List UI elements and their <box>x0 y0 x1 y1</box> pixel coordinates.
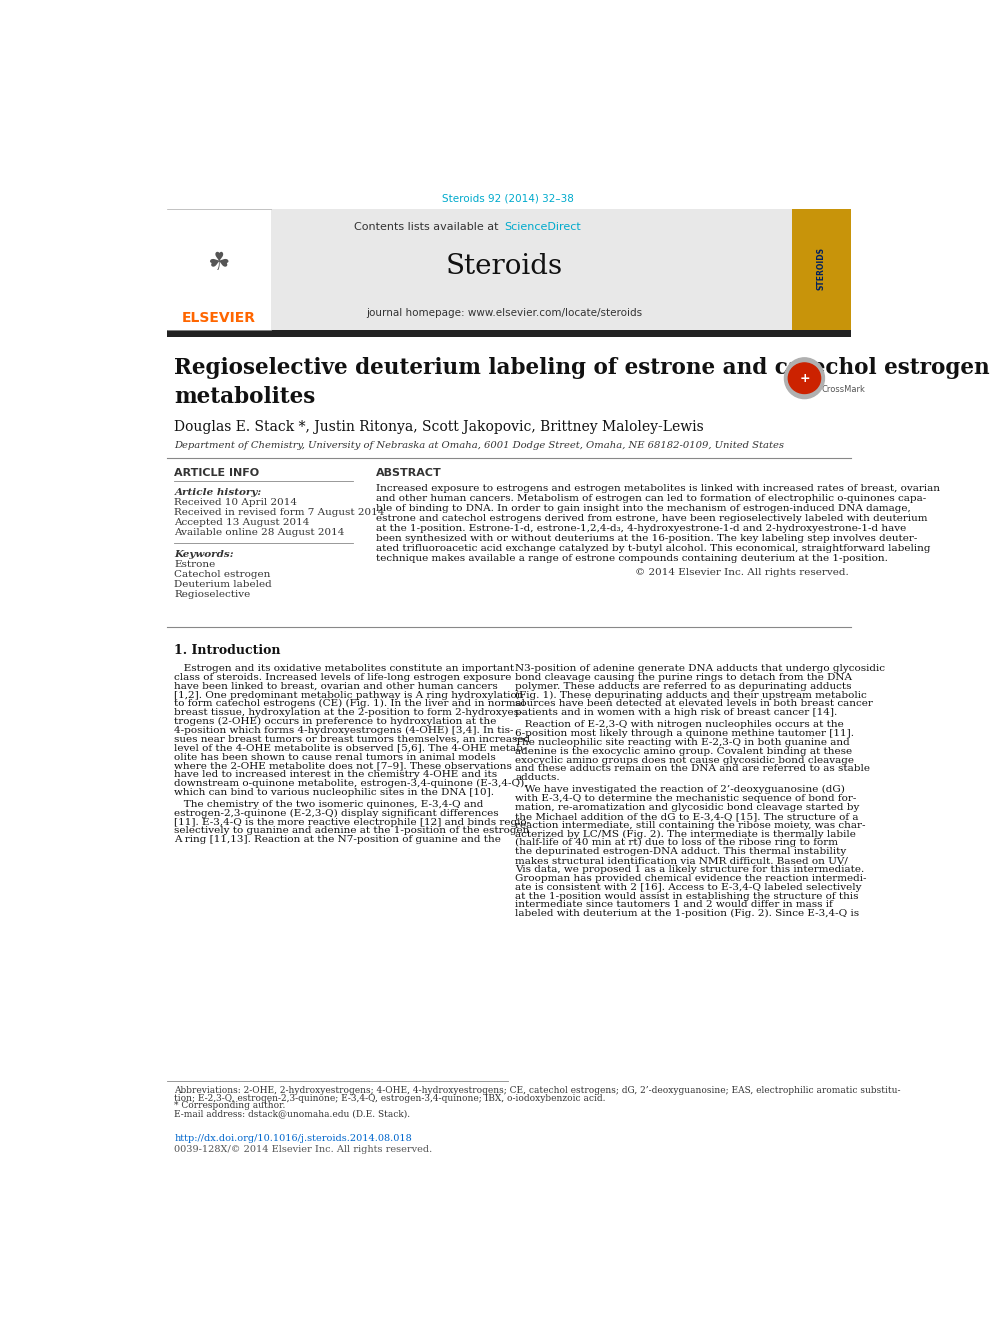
Text: exocyclic amino groups does not cause glycosidic bond cleavage: exocyclic amino groups does not cause gl… <box>516 755 854 765</box>
Text: Douglas E. Stack *, Justin Ritonya, Scott Jakopovic, Brittney Maloley-Lewis: Douglas E. Stack *, Justin Ritonya, Scot… <box>175 419 704 434</box>
Text: patients and in women with a high risk of breast cancer [14].: patients and in women with a high risk o… <box>516 708 837 717</box>
Text: N3-position of adenine generate DNA adducts that undergo glycosidic: N3-position of adenine generate DNA addu… <box>516 664 886 673</box>
Text: ScienceDirect: ScienceDirect <box>504 221 580 232</box>
Text: polymer. These adducts are referred to as depurinating adducts: polymer. These adducts are referred to a… <box>516 681 852 691</box>
Text: Accepted 13 August 2014: Accepted 13 August 2014 <box>175 519 310 528</box>
Text: Received in revised form 7 August 2014: Received in revised form 7 August 2014 <box>175 508 385 517</box>
Text: 0039-128X/© 2014 Elsevier Inc. All rights reserved.: 0039-128X/© 2014 Elsevier Inc. All right… <box>175 1146 433 1154</box>
FancyBboxPatch shape <box>167 329 851 337</box>
Text: [1,2]. One predominant metabolic pathway is A ring hydroxylation: [1,2]. One predominant metabolic pathway… <box>175 691 524 700</box>
Text: Department of Chemistry, University of Nebraska at Omaha, 6001 Dodge Street, Oma: Department of Chemistry, University of N… <box>175 441 785 450</box>
Text: with E-3,4-Q to determine the mechanistic sequence of bond for-: with E-3,4-Q to determine the mechanisti… <box>516 794 857 803</box>
Text: at the 1-position. Estrone-1-d, estrone-1,2,4-d₃, 4-hydroxyestrone-1-d and 2-hyd: at the 1-position. Estrone-1-d, estrone-… <box>376 524 906 533</box>
Ellipse shape <box>789 363 820 393</box>
FancyBboxPatch shape <box>167 209 271 329</box>
Text: ated trifluoroacetic acid exchange catalyzed by t-butyl alcohol. This economical: ated trifluoroacetic acid exchange catal… <box>376 544 930 553</box>
Text: 6-position most likely through a quinone methine tautomer [11].: 6-position most likely through a quinone… <box>516 729 854 738</box>
Text: The nucleophilic site reacting with E-2,3-Q in both guanine and: The nucleophilic site reacting with E-2,… <box>516 738 850 747</box>
Text: trogens (2-OHE) occurs in preference to hydroxylation at the: trogens (2-OHE) occurs in preference to … <box>175 717 497 726</box>
Text: ARTICLE INFO: ARTICLE INFO <box>175 468 260 478</box>
Text: been synthesized with or without deuteriums at the 16-position. The key labeling: been synthesized with or without deuteri… <box>376 534 918 542</box>
Text: 4-position which forms 4-hydroxyestrogens (4-OHE) [3,4]. In tis-: 4-position which forms 4-hydroxyestrogen… <box>175 726 514 736</box>
Text: ate is consistent with 2 [16]. Access to E-3,4-Q labeled selectively: ate is consistent with 2 [16]. Access to… <box>516 882 862 892</box>
Text: estrone and catechol estrogens derived from estrone, have been regioselectively : estrone and catechol estrogens derived f… <box>376 513 928 523</box>
Text: Groopman has provided chemical evidence the reaction intermedi-: Groopman has provided chemical evidence … <box>516 873 867 882</box>
Text: olite has been shown to cause renal tumors in animal models: olite has been shown to cause renal tumo… <box>175 753 496 762</box>
Text: bond cleavage causing the purine rings to detach from the DNA: bond cleavage causing the purine rings t… <box>516 673 852 681</box>
Ellipse shape <box>785 357 824 398</box>
Text: labeled with deuterium at the 1-position (Fig. 2). Since E-3,4-Q is: labeled with deuterium at the 1-position… <box>516 909 859 918</box>
Text: Catechol estrogen: Catechol estrogen <box>175 570 271 579</box>
Text: (half-life of 40 min at rt) due to loss of the ribose ring to form: (half-life of 40 min at rt) due to loss … <box>516 839 838 848</box>
Text: STEROIDS: STEROIDS <box>817 247 826 290</box>
Text: intermediate since tautomers 1 and 2 would differ in mass if: intermediate since tautomers 1 and 2 wou… <box>516 901 833 909</box>
Text: Article history:: Article history: <box>175 488 262 496</box>
Text: makes structural identification via NMR difficult. Based on UV/: makes structural identification via NMR … <box>516 856 848 865</box>
FancyBboxPatch shape <box>167 209 792 329</box>
Text: * Corresponding author.: * Corresponding author. <box>175 1101 286 1110</box>
Text: technique makes available a range of estrone compounds containing deuterium at t: technique makes available a range of est… <box>376 554 888 562</box>
Text: Keywords:: Keywords: <box>175 550 234 560</box>
Text: Estrone: Estrone <box>175 560 215 569</box>
Text: the depurinated estrogen-DNA adduct. This thermal instability: the depurinated estrogen-DNA adduct. Thi… <box>516 847 846 856</box>
Text: Reaction of E-2,3-Q with nitrogen nucleophiles occurs at the: Reaction of E-2,3-Q with nitrogen nucleo… <box>516 720 844 729</box>
Text: downstream o-quinone metabolite, estrogen-3,4-quinone (E-3,4-Q),: downstream o-quinone metabolite, estroge… <box>175 779 528 789</box>
Text: which can bind to various nucleophilic sites in the DNA [10].: which can bind to various nucleophilic s… <box>175 789 494 796</box>
Text: A ring [11,13]. Reaction at the N7-position of guanine and the: A ring [11,13]. Reaction at the N7-posit… <box>175 835 501 844</box>
Text: selectively to guanine and adenine at the 1-position of the estrogen: selectively to guanine and adenine at th… <box>175 827 530 835</box>
Text: © 2014 Elsevier Inc. All rights reserved.: © 2014 Elsevier Inc. All rights reserved… <box>635 568 848 577</box>
Text: estrogen-2,3-quinone (E-2,3-Q) display significant differences: estrogen-2,3-quinone (E-2,3-Q) display s… <box>175 808 499 818</box>
Text: acterized by LC/MS (Fig. 2). The intermediate is thermally labile: acterized by LC/MS (Fig. 2). The interme… <box>516 830 856 839</box>
Text: ELSEVIER: ELSEVIER <box>182 311 256 325</box>
Text: tion; E-2,3-Q, estrogen-2,3-quinone; E-3,4-Q, estrogen-3,4-quinone; IBX, o-iodox: tion; E-2,3-Q, estrogen-2,3-quinone; E-3… <box>175 1094 606 1102</box>
Text: to form catechol estrogens (CE) (Fig. 1). In the liver and in normal: to form catechol estrogens (CE) (Fig. 1)… <box>175 700 526 709</box>
Text: adenine is the exocyclic amino group. Covalent binding at these: adenine is the exocyclic amino group. Co… <box>516 746 852 755</box>
FancyBboxPatch shape <box>792 209 851 329</box>
Text: and these adducts remain on the DNA and are referred to as stable: and these adducts remain on the DNA and … <box>516 765 870 774</box>
Text: mation, re-aromatization and glycosidic bond cleavage started by: mation, re-aromatization and glycosidic … <box>516 803 860 812</box>
Text: journal homepage: www.elsevier.com/locate/steroids: journal homepage: www.elsevier.com/locat… <box>366 308 642 318</box>
Text: +: + <box>800 372 809 385</box>
Text: ☘: ☘ <box>207 251 230 275</box>
Text: level of the 4-OHE metabolite is observed [5,6]. The 4-OHE metab-: level of the 4-OHE metabolite is observe… <box>175 744 527 753</box>
Text: Vis data, we proposed 1 as a likely structure for this intermediate.: Vis data, we proposed 1 as a likely stru… <box>516 865 865 875</box>
Text: sues near breast tumors or breast tumors themselves, an increased: sues near breast tumors or breast tumors… <box>175 734 531 744</box>
Text: metabolites: metabolites <box>175 386 315 409</box>
Text: at the 1-position would assist in establishing the structure of this: at the 1-position would assist in establ… <box>516 892 859 901</box>
Text: Received 10 April 2014: Received 10 April 2014 <box>175 499 298 508</box>
Text: http://dx.doi.org/10.1016/j.steroids.2014.08.018: http://dx.doi.org/10.1016/j.steroids.201… <box>175 1134 412 1143</box>
Text: Estrogen and its oxidative metabolites constitute an important: Estrogen and its oxidative metabolites c… <box>175 664 515 673</box>
Text: Contents lists available at: Contents lists available at <box>354 221 502 232</box>
Text: have been linked to breast, ovarian and other human cancers: have been linked to breast, ovarian and … <box>175 681 498 691</box>
Text: the Michael addition of the dG to E-3,4-Q [15]. The structure of a: the Michael addition of the dG to E-3,4-… <box>516 812 859 820</box>
Text: and other human cancers. Metabolism of estrogen can led to formation of electrop: and other human cancers. Metabolism of e… <box>376 493 927 503</box>
Text: adducts.: adducts. <box>516 774 560 782</box>
Text: reaction intermediate, still containing the ribose moiety, was char-: reaction intermediate, still containing … <box>516 820 866 830</box>
Text: where the 2-OHE metabolite does not [7–9]. These observations: where the 2-OHE metabolite does not [7–9… <box>175 762 512 770</box>
Text: Steroids 92 (2014) 32–38: Steroids 92 (2014) 32–38 <box>442 193 574 204</box>
Text: Increased exposure to estrogens and estrogen metabolites is linked with increase: Increased exposure to estrogens and estr… <box>376 484 939 493</box>
Text: E-mail address: dstack@unomaha.edu (D.E. Stack).: E-mail address: dstack@unomaha.edu (D.E.… <box>175 1109 411 1118</box>
Text: The chemistry of the two isomeric quinones, E-3,4-Q and: The chemistry of the two isomeric quinon… <box>175 800 484 808</box>
Text: 1. Introduction: 1. Introduction <box>175 643 281 656</box>
Text: Regioselective: Regioselective <box>175 590 251 599</box>
Text: Regioselective deuterium labeling of estrone and catechol estrogen: Regioselective deuterium labeling of est… <box>175 357 990 380</box>
Text: ABSTRACT: ABSTRACT <box>376 468 441 478</box>
Text: Abbreviations: 2-OHE, 2-hydroxyestrogens; 4-OHE, 4-hydroxyestrogens; CE, catecho: Abbreviations: 2-OHE, 2-hydroxyestrogens… <box>175 1086 901 1095</box>
Text: sources have been detected at elevated levels in both breast cancer: sources have been detected at elevated l… <box>516 700 873 708</box>
Text: breast tissue, hydroxylation at the 2-position to form 2-hydroxyes-: breast tissue, hydroxylation at the 2-po… <box>175 708 523 717</box>
Text: Deuterium labeled: Deuterium labeled <box>175 579 272 589</box>
Text: Available online 28 August 2014: Available online 28 August 2014 <box>175 528 345 537</box>
Text: ble of binding to DNA. In order to gain insight into the mechanism of estrogen-i: ble of binding to DNA. In order to gain … <box>376 504 911 513</box>
Text: We have investigated the reaction of 2’-deoxyguanosine (dG): We have investigated the reaction of 2’-… <box>516 786 845 794</box>
Text: class of steroids. Increased levels of life-long estrogen exposure: class of steroids. Increased levels of l… <box>175 673 512 681</box>
Text: Steroids: Steroids <box>445 253 562 280</box>
Text: [11]. E-3,4-Q is the more reactive electrophile [12] and binds regio-: [11]. E-3,4-Q is the more reactive elect… <box>175 818 531 827</box>
Text: CrossMark: CrossMark <box>821 385 865 394</box>
Text: (Fig. 1). These depurinating adducts and their upstream metabolic: (Fig. 1). These depurinating adducts and… <box>516 691 867 700</box>
Text: have led to increased interest in the chemistry 4-OHE and its: have led to increased interest in the ch… <box>175 770 498 779</box>
